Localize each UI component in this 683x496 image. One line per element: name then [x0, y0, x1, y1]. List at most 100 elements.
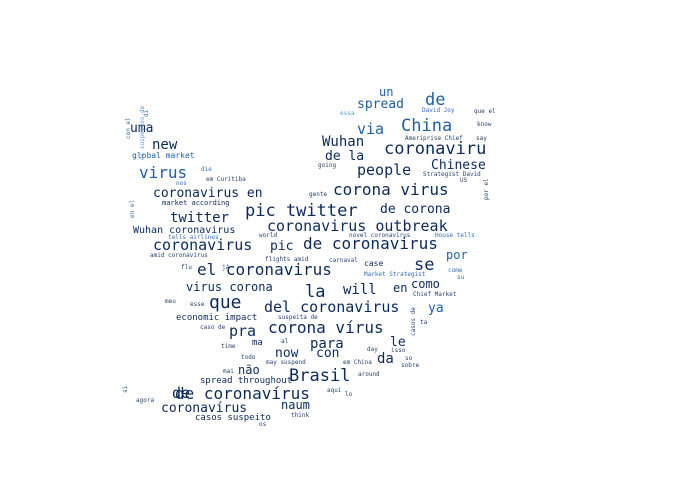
- word: corona virus: [333, 180, 449, 199]
- word: novel coronavirus: [349, 232, 411, 239]
- word: Brasil: [289, 366, 351, 386]
- word: del coronavirus: [264, 298, 400, 316]
- word: como: [411, 277, 440, 291]
- word: flights amid: [265, 256, 309, 263]
- word: el coronavirus: [197, 260, 332, 279]
- word: pic: [270, 239, 294, 254]
- word: new: [152, 137, 178, 153]
- word: Strategist David: [423, 171, 481, 178]
- word: casos suspeito: [195, 413, 271, 423]
- word: economic impact: [176, 313, 258, 323]
- word: will: [343, 282, 377, 298]
- word: flu: [181, 264, 192, 271]
- word: en el: [129, 199, 136, 218]
- word: al: [281, 338, 289, 345]
- word: think: [291, 412, 310, 419]
- word: coronavírus: [161, 401, 248, 416]
- word: world: [259, 232, 278, 239]
- word: around: [358, 371, 380, 378]
- word: para: [310, 336, 344, 352]
- word: Chinese: [431, 158, 486, 173]
- word: por: [446, 248, 468, 262]
- word: le: [390, 335, 406, 350]
- word: Ameriprise Chief: [405, 135, 463, 142]
- word: via: [357, 120, 385, 138]
- word: aqui: [327, 387, 342, 394]
- word: ma: [252, 338, 263, 348]
- word: lo: [345, 391, 353, 398]
- word: isso: [391, 347, 406, 354]
- word: não: [238, 363, 260, 377]
- word: que el: [474, 108, 496, 115]
- word: que: [209, 292, 242, 313]
- word: si: [122, 385, 129, 393]
- word: die: [201, 166, 212, 173]
- word: os: [259, 421, 267, 428]
- word: coronaviru: [384, 139, 487, 159]
- word: people: [357, 161, 412, 179]
- word: ya: [428, 301, 444, 316]
- word: say: [476, 135, 487, 142]
- word: Wuhan: [322, 134, 365, 150]
- word: so: [405, 355, 413, 362]
- word: sobre: [401, 362, 420, 369]
- word: de la: [325, 149, 365, 164]
- word: casos de: [410, 307, 417, 336]
- word: twitter: [170, 210, 230, 226]
- word: di: [143, 109, 150, 117]
- word: meu: [165, 298, 176, 305]
- word: por el: [483, 178, 490, 200]
- word: House tells: [435, 232, 475, 239]
- word: esse: [190, 301, 205, 308]
- word: coronavirus en: [153, 186, 263, 201]
- word: Market Strategist: [364, 271, 426, 278]
- word: Wuhan coronavirus: [133, 225, 236, 236]
- word: China: [401, 116, 453, 136]
- word: de: [425, 90, 446, 110]
- word: la: [305, 282, 326, 302]
- word: market according: [162, 199, 230, 207]
- word: se: [414, 255, 435, 275]
- word: amid coronavirus: [150, 252, 208, 259]
- word: pic twitter: [245, 201, 358, 221]
- word: gente: [309, 191, 328, 198]
- word: know: [477, 121, 492, 128]
- word: mai: [223, 368, 234, 375]
- word: suspeita de: [278, 314, 318, 321]
- word: em Curitiba: [206, 176, 246, 183]
- word: global market: [132, 151, 195, 160]
- word: de: [172, 384, 191, 402]
- word: pra: [229, 322, 257, 340]
- word: de coronavírus: [175, 384, 310, 403]
- word: corona vírus: [268, 318, 384, 337]
- word: de corona: [380, 202, 451, 217]
- word: spread: [357, 97, 404, 112]
- word: da: [377, 351, 394, 367]
- word: US: [460, 177, 468, 184]
- word: em China: [343, 359, 372, 366]
- word: day: [367, 346, 378, 353]
- word: caso de: [200, 324, 226, 331]
- word: virus corona: [186, 280, 273, 294]
- word: su: [457, 274, 465, 281]
- word: carnaval: [329, 257, 358, 264]
- word: coronavirus outbreak: [267, 217, 448, 235]
- word: naum: [281, 398, 310, 412]
- word: essa: [340, 110, 355, 117]
- word: nos: [176, 180, 187, 187]
- word: coronavirus: [153, 236, 253, 254]
- word: may suspend: [266, 359, 306, 366]
- word: en: [393, 281, 408, 295]
- word: Chief Market: [413, 291, 457, 298]
- word: come: [448, 267, 463, 274]
- word: virus: [139, 163, 188, 182]
- word: case: [364, 259, 384, 268]
- word: ta: [420, 319, 428, 326]
- word: time: [221, 343, 236, 350]
- word: going: [318, 162, 337, 169]
- word: já: [222, 264, 230, 271]
- word: David Joy: [422, 107, 455, 114]
- word: de coronavirus: [303, 234, 438, 253]
- word: spread throughout: [200, 376, 293, 386]
